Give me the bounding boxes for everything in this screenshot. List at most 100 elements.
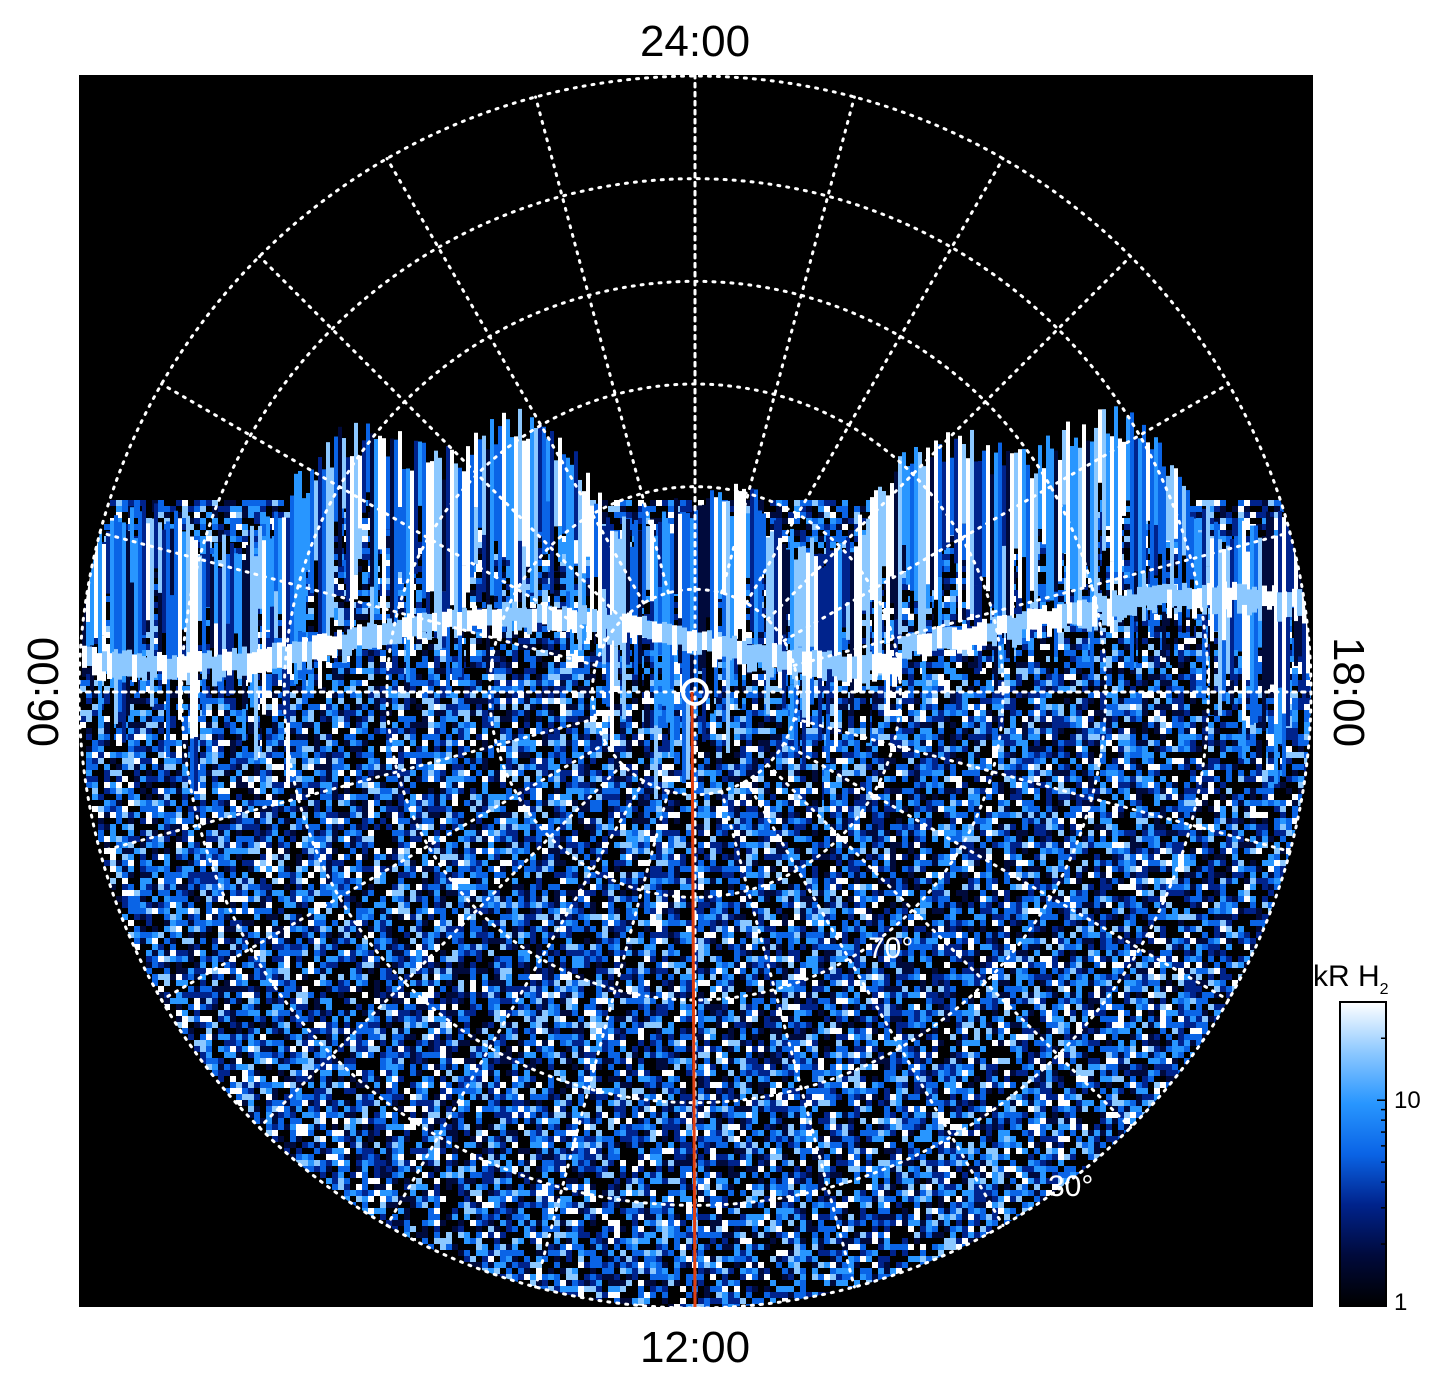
emission-pixel: [800, 530, 806, 536]
emission-pixel: [608, 524, 614, 530]
emission-pixel: [1106, 680, 1112, 686]
emission-pixel: [194, 506, 200, 512]
emission-pixel: [422, 698, 428, 704]
emission-pixel: [464, 674, 470, 680]
emission-pixel: [542, 662, 548, 668]
emission-pixel: [1004, 674, 1010, 680]
emission-pixel: [554, 680, 560, 686]
emission-pixel: [782, 530, 788, 536]
emission-pixel: [878, 704, 884, 710]
emission-pixel: [1256, 500, 1262, 506]
emission-pixel: [518, 638, 524, 644]
emission-pixel: [452, 674, 458, 680]
emission-pixel: [914, 662, 920, 668]
emission-pixel: [380, 704, 386, 710]
emission-pixel: [116, 506, 122, 512]
emission-pixel: [578, 662, 584, 668]
emission-pixel: [416, 596, 422, 602]
emission-pixel: [1124, 518, 1130, 524]
emission-pixel: [950, 656, 956, 662]
emission-pixel: [800, 500, 806, 506]
emission-pixel: [608, 506, 614, 512]
emission-pixel: [338, 608, 344, 614]
emission-pixel: [686, 506, 692, 512]
emission-pixel: [626, 704, 632, 710]
emission-pixel: [926, 674, 932, 680]
emission-pixel: [1178, 650, 1184, 656]
emission-pixel: [1220, 530, 1226, 536]
emission-pixel: [158, 500, 164, 506]
emission-pixel: [1040, 644, 1046, 650]
emission-pixel: [560, 542, 566, 548]
emission-pixel: [962, 704, 968, 710]
emission-pixel: [1262, 524, 1268, 530]
emission-pixel: [428, 668, 434, 674]
emission-pixel: [308, 596, 314, 602]
emission-pixel: [656, 518, 662, 524]
emission-pixel: [338, 668, 344, 674]
emission-pixel: [542, 704, 548, 710]
emission-pixel: [254, 506, 260, 512]
emission-pixel: [584, 674, 590, 680]
emission-pixel: [116, 512, 122, 518]
emission-pixel: [938, 650, 944, 656]
emission-pixel: [254, 530, 260, 536]
emission-pixel: [476, 590, 482, 596]
emission-pixel: [560, 662, 566, 668]
emission-pixel: [1208, 530, 1214, 536]
emission-pixel: [620, 506, 626, 512]
emission-pixel: [338, 680, 344, 686]
emission-pixel: [818, 536, 824, 542]
emission-pixel: [620, 500, 626, 506]
emission-pixel: [320, 704, 326, 710]
emission-pixel: [1034, 704, 1040, 710]
emission-pixel: [338, 614, 344, 620]
emission-pixel: [962, 698, 968, 704]
emission-pixel: [212, 518, 218, 524]
emission-pixel: [926, 620, 932, 626]
emission-pixel: [854, 524, 860, 530]
emission-pixel: [1292, 668, 1298, 674]
emission-pixel: [1106, 668, 1112, 674]
emission-pixel: [1010, 680, 1016, 686]
emission-pixel: [860, 518, 866, 524]
emission-pixel: [962, 680, 968, 686]
emission-pixel: [434, 704, 440, 710]
emission-pixel: [1148, 704, 1154, 710]
emission-pixel: [584, 644, 590, 650]
emission-pixel: [842, 506, 848, 512]
emission-pixel: [1196, 512, 1202, 518]
emission-pixel: [452, 668, 458, 674]
emission-pixel: [1262, 506, 1268, 512]
emission-pixel: [200, 536, 206, 542]
emission-pixel: [752, 704, 758, 710]
emission-pixel: [542, 572, 548, 578]
emission-pixel: [1190, 512, 1196, 518]
emission-pixel: [578, 710, 584, 716]
emission-pixel: [932, 650, 938, 656]
emission-pixel: [236, 524, 242, 530]
emission-pixel: [1148, 656, 1154, 662]
emission-pixel: [788, 518, 794, 524]
emission-pixel: [566, 704, 572, 710]
emission-pixel: [1064, 644, 1070, 650]
emission-pixel: [572, 668, 578, 674]
emission-pixel: [1094, 656, 1100, 662]
emission-pixel: [416, 578, 422, 584]
emission-pixel: [518, 710, 524, 716]
emission-pixel: [950, 602, 956, 608]
emission-pixel: [812, 536, 818, 542]
emission-pixel: [1154, 620, 1160, 626]
emission-pixel: [638, 506, 644, 512]
emission-pixel: [362, 572, 368, 578]
emission-pixel: [560, 674, 566, 680]
emission-pixel: [272, 680, 278, 686]
emission-pixel: [1004, 704, 1010, 710]
emission-pixel: [152, 500, 158, 506]
emission-pixel: [1190, 668, 1196, 674]
emission-pixel: [1034, 680, 1040, 686]
emission-pixel: [1016, 674, 1022, 680]
emission-pixel: [800, 542, 806, 548]
emission-pixel: [1160, 668, 1166, 674]
emission-pixel: [260, 512, 266, 518]
